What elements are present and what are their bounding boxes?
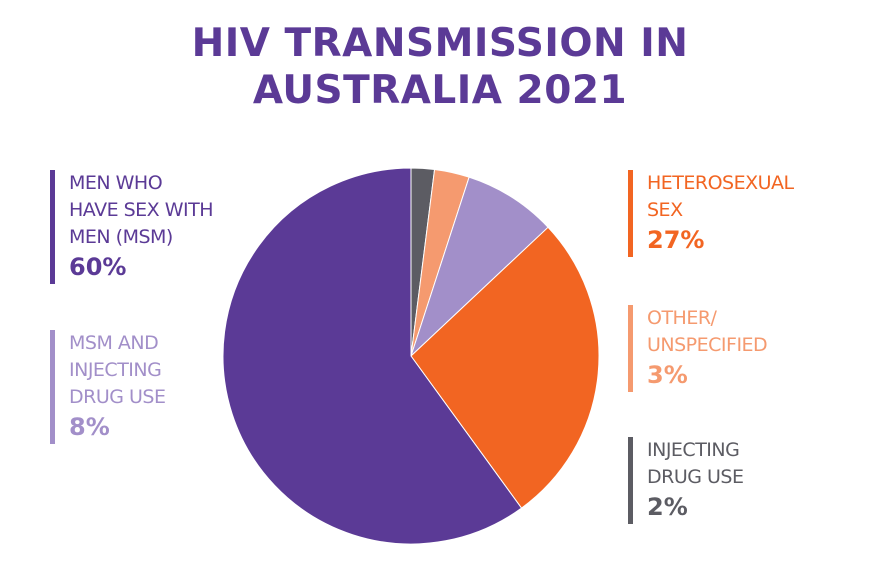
legend-label-heterosexual-line-2: SEX — [647, 199, 683, 221]
pie-slice-2 — [410, 176, 549, 357]
legend-item-other: OTHER/ UNSPECIFIED 3% — [628, 305, 847, 392]
legend-label-msm-idu-line-1: MSM AND — [69, 332, 159, 354]
chart-title: HIV TRANSMISSION IN AUSTRALIA 2021 — [0, 20, 880, 114]
legend-label-msm-idu-line-2: INJECTING — [69, 359, 162, 381]
legend-label-msm-line-2: HAVE SEX WITH — [69, 199, 214, 221]
legend-label-other-line-2: UNSPECIFIED — [647, 334, 768, 356]
legend-value-other: 3% — [647, 361, 688, 389]
legend-value-heterosexual: 27% — [647, 226, 705, 254]
chart-title-line-2: AUSTRALIA 2021 — [252, 68, 628, 113]
pie-slice-4 — [222, 167, 523, 545]
legend-item-injecting-drug-use: INJECTING DRUG USE 2% — [628, 437, 847, 524]
legend-label-idu-line-2: DRUG USE — [647, 466, 744, 488]
legend-label-msm-idu-line-3: DRUG USE — [69, 386, 166, 408]
legend-item-msm-idu: MSM AND INJECTING DRUG USE 8% — [50, 330, 259, 444]
chart-title-line-1: HIV TRANSMISSION IN — [191, 21, 689, 66]
legend-value-msm-idu: 8% — [69, 413, 110, 441]
legend-value-idu: 2% — [647, 493, 688, 521]
legend-label-heterosexual-line-1: HETEROSEXUAL — [647, 172, 794, 194]
legend-item-heterosexual: HETEROSEXUAL SEX 27% — [628, 170, 847, 257]
legend-value-msm: 60% — [69, 253, 127, 281]
legend-label-idu-line-1: INJECTING — [647, 439, 740, 461]
legend-label-msm-line-3: MEN (MSM) — [69, 226, 173, 248]
legend-label-other-line-1: OTHER/ — [647, 307, 717, 329]
legend-label-msm-line-1: MEN WHO — [69, 172, 163, 194]
legend-item-msm: MEN WHO HAVE SEX WITH MEN (MSM) 60% — [50, 170, 259, 284]
pie-slice-3 — [410, 226, 600, 509]
